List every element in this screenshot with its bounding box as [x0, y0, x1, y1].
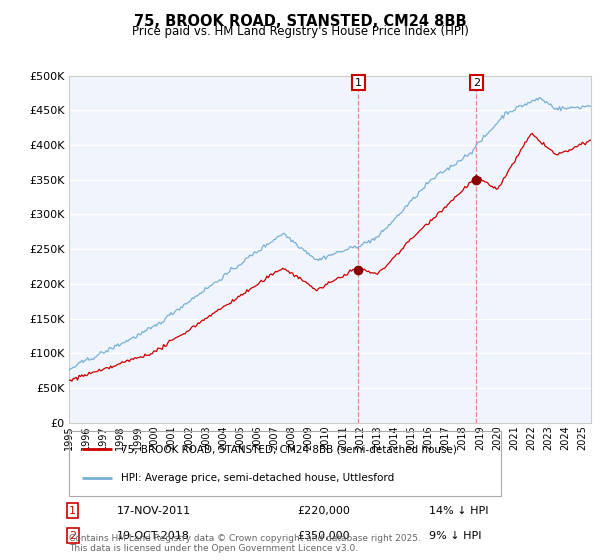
Text: 14% ↓ HPI: 14% ↓ HPI: [429, 506, 488, 516]
Text: Contains HM Land Registry data © Crown copyright and database right 2025.
This d: Contains HM Land Registry data © Crown c…: [69, 534, 421, 553]
Text: 19-OCT-2018: 19-OCT-2018: [117, 531, 190, 541]
Text: 75, BROOK ROAD, STANSTED, CM24 8BB: 75, BROOK ROAD, STANSTED, CM24 8BB: [134, 14, 466, 29]
Text: Price paid vs. HM Land Registry's House Price Index (HPI): Price paid vs. HM Land Registry's House …: [131, 25, 469, 38]
Text: 17-NOV-2011: 17-NOV-2011: [117, 506, 191, 516]
Text: £220,000: £220,000: [297, 506, 350, 516]
Text: 75, BROOK ROAD, STANSTED, CM24 8BB (semi-detached house): 75, BROOK ROAD, STANSTED, CM24 8BB (semi…: [121, 444, 457, 454]
Text: 2: 2: [69, 531, 76, 541]
Text: 9% ↓ HPI: 9% ↓ HPI: [429, 531, 482, 541]
Text: 1: 1: [69, 506, 76, 516]
Text: HPI: Average price, semi-detached house, Uttlesford: HPI: Average price, semi-detached house,…: [121, 473, 394, 483]
Text: 2: 2: [473, 77, 480, 87]
Text: £350,000: £350,000: [297, 531, 350, 541]
Text: 1: 1: [355, 77, 362, 87]
